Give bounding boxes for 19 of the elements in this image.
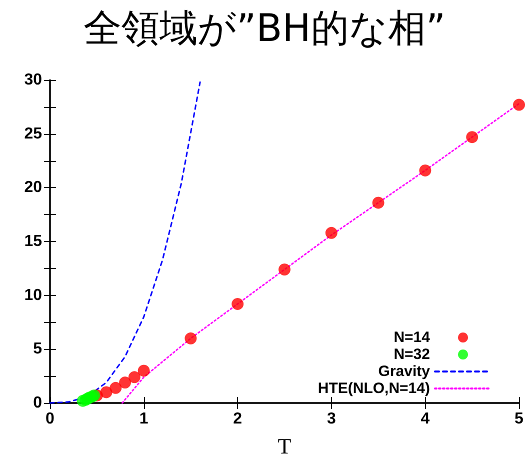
y-tick-label: 20 bbox=[24, 179, 42, 196]
x-tick-label: 1 bbox=[139, 410, 148, 428]
x-tick-label: 0 bbox=[46, 410, 55, 428]
x-tick-label: 5 bbox=[514, 410, 524, 428]
x-tick-label: 3 bbox=[326, 410, 336, 428]
x-tick-label: 2 bbox=[233, 410, 242, 428]
y-tick-label: 0 bbox=[33, 394, 42, 412]
y-tick-label: 30 bbox=[24, 72, 42, 88]
legend-label: N=32 bbox=[394, 346, 430, 363]
legend-label: HTE(NLO,N=14) bbox=[318, 380, 430, 397]
y-tick-label: 10 bbox=[24, 286, 42, 304]
chart-title: 全領域が”BH的な相” bbox=[83, 6, 446, 50]
legend-label: N=14 bbox=[394, 329, 431, 346]
x-axis-title: T bbox=[278, 434, 292, 458]
x-tick-label: 4 bbox=[420, 410, 430, 428]
y-tick-label: 25 bbox=[24, 125, 42, 142]
legend-label: Gravity bbox=[378, 363, 431, 380]
y-tick-label: 15 bbox=[24, 233, 42, 250]
y-tick-label: 5 bbox=[33, 340, 42, 358]
